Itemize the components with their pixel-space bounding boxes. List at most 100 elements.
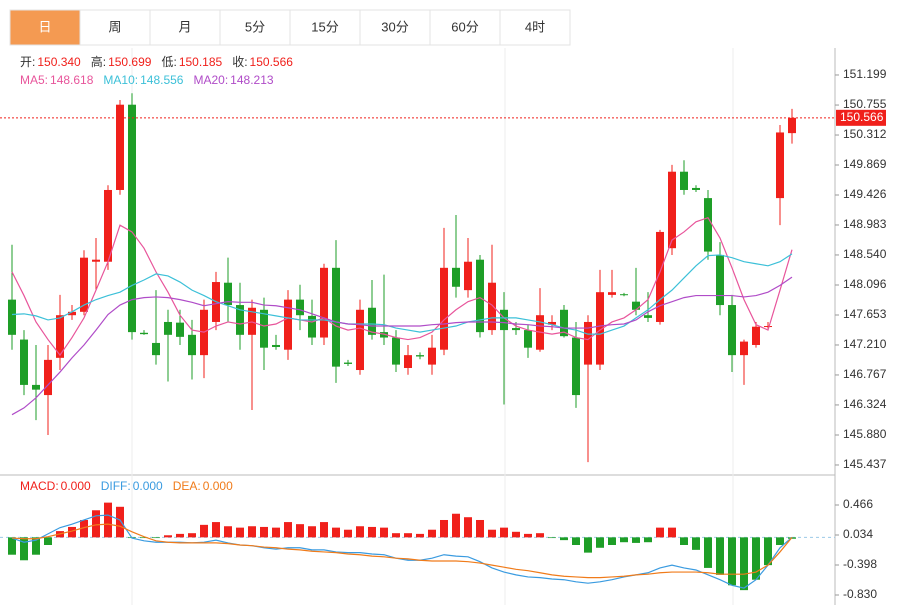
legend-label: MA20:: [193, 73, 228, 87]
y-tick-label: 145.437: [843, 457, 887, 471]
candle-body: [632, 301, 640, 310]
candle-body: [512, 328, 520, 331]
candle-body: [176, 322, 184, 337]
macd-bar: [764, 537, 772, 566]
candle-body: [272, 344, 280, 348]
tab[interactable]: [289, 9, 361, 46]
legend-label: 收:: [232, 55, 247, 69]
candle-body: [80, 257, 88, 312]
tab[interactable]: [149, 9, 221, 46]
macd-bar: [320, 522, 328, 538]
candle-body: [236, 305, 244, 335]
macd-bar: [200, 524, 208, 538]
candle-body: [320, 267, 328, 338]
candle-body: [68, 311, 76, 316]
y-tick-label: -0.398: [843, 557, 877, 571]
y-tick-label: 146.767: [843, 367, 887, 381]
candle-body: [464, 261, 472, 291]
y-tick-label: 146.324: [843, 397, 887, 411]
macd-bar: [68, 526, 76, 538]
macd-bar: [716, 537, 724, 575]
candle-body: [692, 187, 700, 190]
legend-label: 开:: [20, 55, 35, 69]
candle-body: [476, 259, 484, 333]
candle-body: [356, 309, 364, 371]
legend-label: 低:: [161, 55, 176, 69]
macd-bar: [500, 527, 508, 538]
tab-label: 周: [108, 19, 121, 34]
macd-bar: [212, 522, 220, 538]
line: [11, 217, 793, 357]
macd-bar: [536, 533, 544, 538]
macd-bar: [284, 522, 292, 538]
y-tick-label: 0.034: [843, 527, 873, 541]
macd-bar: [488, 529, 496, 538]
candle-body: [380, 332, 388, 338]
macd-bar: [380, 527, 388, 538]
macd-bar: [164, 535, 172, 538]
legend-value: 148.213: [230, 73, 274, 87]
tab[interactable]: [499, 9, 571, 46]
macd-bar: [596, 537, 604, 548]
y-tick-label: 151.199: [843, 67, 887, 81]
macd-bar: [20, 537, 28, 561]
macd-bar: [140, 537, 148, 539]
macd-bar: [476, 519, 484, 538]
macd-bar: [740, 537, 748, 591]
y-tick-label: 148.540: [843, 247, 887, 261]
candle-body: [368, 307, 376, 335]
macd-bar: [548, 537, 556, 539]
candle-body: [344, 362, 352, 364]
macd-bar: [524, 533, 532, 538]
macd-bar: [236, 527, 244, 538]
tab[interactable]: [9, 9, 81, 46]
y-tick-label: 150.755: [843, 97, 887, 111]
y-tick-label: 148.096: [843, 277, 887, 291]
candle-body: [260, 309, 268, 348]
macd-bar: [644, 537, 652, 543]
candle-body: [728, 305, 736, 356]
tab-label: 15分: [311, 19, 338, 34]
candle-body: [644, 315, 652, 318]
candle-body: [32, 384, 40, 390]
candle-body: [440, 267, 448, 350]
candle-body: [104, 189, 112, 262]
candle-body: [500, 309, 508, 331]
candle-body: [560, 309, 568, 337]
tab-label: 5分: [245, 19, 265, 34]
tab[interactable]: [359, 9, 431, 46]
legend-label: DIFF:: [101, 479, 131, 493]
macd-bar: [560, 537, 568, 541]
macd-bar: [704, 537, 712, 568]
y-tick-label: 0.466: [843, 497, 873, 511]
candle-body: [776, 132, 784, 199]
candle-body: [764, 326, 772, 328]
candle-body: [164, 321, 172, 335]
tab[interactable]: [79, 9, 151, 46]
tab-label: 30分: [381, 19, 408, 34]
macd-bar: [248, 526, 256, 538]
candle-body: [152, 342, 160, 356]
candle-body: [128, 104, 136, 333]
tab[interactable]: [429, 9, 501, 46]
candle-body: [584, 321, 592, 365]
macd-bar: [308, 526, 316, 538]
candle-body: [308, 315, 316, 338]
macd-bar: [752, 537, 760, 580]
macd-bar: [728, 537, 736, 586]
candle-body: [332, 267, 340, 367]
macd-bar: [44, 537, 52, 545]
macd-bar: [188, 533, 196, 538]
macd-bar: [296, 524, 304, 538]
macd-bar: [224, 526, 232, 538]
candle-body: [608, 292, 616, 295]
macd-bar: [272, 527, 280, 538]
candle-body: [248, 307, 256, 335]
macd-bar: [620, 537, 628, 543]
macd-bar: [8, 537, 16, 555]
macd-bar: [152, 537, 160, 539]
candle-body: [596, 292, 604, 365]
tab-bar: 日 周 月 5分 15分 30分 60分 4时: [9, 9, 571, 46]
